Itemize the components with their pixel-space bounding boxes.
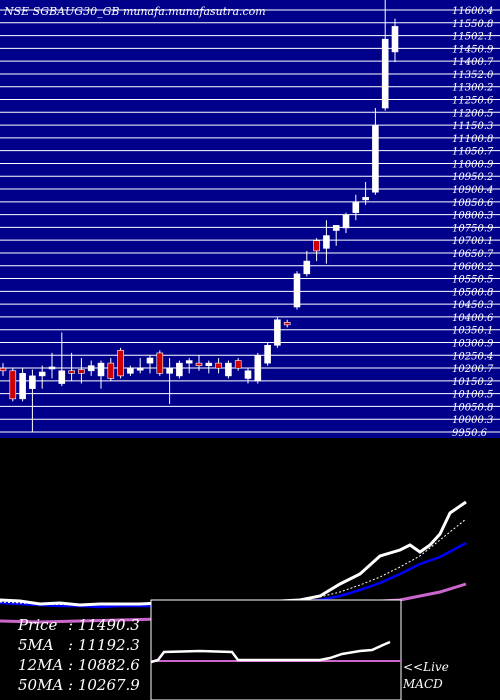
candle-bear	[283, 322, 291, 326]
candle-bull	[185, 360, 193, 364]
candle-bear	[313, 240, 320, 252]
candle-bull	[352, 202, 360, 213]
candle-bull	[264, 344, 271, 364]
price-value: : 11490.3	[68, 616, 140, 634]
candle-bull	[244, 370, 252, 379]
candle-bear	[195, 362, 203, 366]
candle-bull	[332, 225, 340, 231]
candle-bull	[303, 260, 311, 275]
ma50-label: 50MA	[18, 676, 63, 694]
candle-bear	[78, 369, 85, 374]
y-tick-label: 10450.3	[452, 300, 493, 311]
price-panel-background	[0, 0, 500, 438]
y-tick-label: 10600.2	[452, 262, 493, 273]
y-tick-label: 11000.9	[452, 159, 494, 170]
candle-bull	[254, 355, 262, 382]
y-tick-label: 11200.5	[452, 108, 493, 119]
candle-bull	[176, 362, 183, 377]
y-tick-label: 10050.8	[452, 402, 493, 413]
y-tick-label: 10650.7	[452, 249, 494, 260]
candle-bull	[225, 362, 232, 377]
y-tick-label: 10400.6	[452, 313, 494, 324]
y-tick-label: 10750.9	[452, 223, 494, 234]
y-tick-label: 11352.0	[452, 70, 494, 81]
candle-bull	[391, 26, 399, 53]
macd-line	[150, 640, 391, 664]
candle-bear	[117, 350, 124, 377]
y-tick-label: 11150.3	[452, 121, 493, 132]
candles	[0, 0, 399, 432]
y-tick-label: 10850.6	[452, 198, 494, 209]
candle-bull	[342, 214, 350, 229]
candle-bear	[156, 352, 164, 374]
price-label: Price	[17, 616, 57, 634]
candle-bull	[166, 367, 173, 374]
candle-bear	[68, 370, 75, 374]
candle-bull	[127, 367, 134, 374]
y-tick-label: 10550.5	[452, 275, 493, 286]
y-tick-label: 11550.8	[452, 19, 493, 30]
y-tick-label: 10900.4	[452, 185, 493, 196]
ma5-label: 5MA	[18, 636, 54, 654]
ma50-value: : 10267.9	[68, 676, 140, 694]
candle-bear	[215, 362, 222, 369]
candle-bull	[29, 375, 36, 389]
y-tick-label: 10250.4	[452, 351, 493, 362]
candle-bull	[293, 273, 301, 308]
y-tick-label: 11502.1	[452, 32, 493, 43]
y-tick-label: 10100.5	[452, 390, 493, 401]
y-tick-label: 11300.2	[452, 83, 493, 94]
y-tick-label: 11250.6	[452, 96, 494, 107]
ma12-label: 12MA	[18, 656, 63, 674]
y-tick-label: 9950.6	[452, 428, 488, 439]
y-tick-label: 10350.1	[452, 326, 493, 337]
ma5-value: : 11192.3	[68, 636, 140, 654]
macd-panel: <<Live MACD	[150, 599, 449, 700]
y-tick-label: 11400.7	[452, 57, 494, 68]
y-tick-label: 10000.3	[452, 415, 493, 426]
y-tick-label: 10500.8	[452, 287, 493, 298]
candle-bull	[146, 357, 154, 364]
y-tick-label: 10300.9	[452, 338, 494, 349]
chart-title: NSE SGBAUG30_GB munafa.munafasutra.com	[3, 5, 266, 18]
candle-bear	[107, 362, 115, 379]
candle-bull	[323, 235, 330, 249]
candle-bull	[58, 370, 66, 384]
candle-bull	[87, 365, 95, 372]
y-tick-label: 10150.2	[452, 377, 493, 388]
y-tick-label: 11450.9	[452, 44, 494, 55]
stats-box: Price : 11490.3 5MA : 11192.3 12MA : 108…	[17, 616, 140, 694]
candle-bull	[274, 319, 281, 346]
indicator-panel: Price : 11490.3 5MA : 11192.3 12MA : 108…	[0, 500, 467, 700]
candle-bull	[48, 366, 56, 370]
candle-bull	[136, 367, 144, 371]
candle-bull	[19, 373, 26, 400]
price-gridlines	[0, 9, 500, 433]
candle-bear	[0, 367, 7, 372]
y-tick-label: 10800.3	[452, 211, 493, 222]
candle-bull	[205, 362, 213, 366]
candle-bull	[38, 371, 46, 377]
candle-bull	[372, 125, 379, 193]
y-tick-label: 11600.4	[452, 6, 493, 17]
ma12-value: : 10882.6	[68, 656, 140, 674]
candle-bull	[362, 197, 369, 201]
y-tick-label: 10200.7	[452, 364, 494, 375]
y-tick-label: 11050.7	[452, 147, 494, 158]
candle-bull	[381, 38, 389, 109]
y-tick-label: 10950.2	[452, 172, 493, 183]
y-tick-label: 10700.1	[452, 236, 493, 247]
candle-bull	[97, 362, 105, 377]
candle-bear	[9, 370, 17, 400]
candle-bear	[234, 360, 242, 369]
macd-live-label: <<Live	[403, 660, 449, 674]
macd-label: MACD	[402, 677, 443, 691]
y-tick-label: 11100.8	[452, 134, 493, 145]
